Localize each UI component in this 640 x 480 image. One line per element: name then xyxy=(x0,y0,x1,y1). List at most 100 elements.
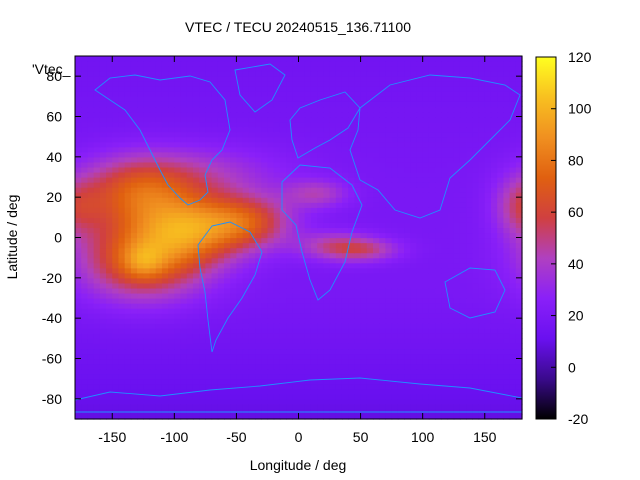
heatmap-cell xyxy=(155,313,163,319)
heatmap-cell xyxy=(192,121,200,128)
heatmap-cell xyxy=(497,323,504,329)
heatmap-cell xyxy=(379,131,387,138)
heatmap-cell xyxy=(497,232,504,239)
heatmap-cell xyxy=(354,287,362,294)
heatmap-cell xyxy=(180,338,188,344)
heatmap-cell xyxy=(379,197,387,203)
heatmap-cell xyxy=(217,171,225,178)
heatmap-cell xyxy=(168,308,175,314)
heatmap-cell xyxy=(515,277,523,284)
heatmap-cell xyxy=(459,141,467,148)
heatmap-cell xyxy=(99,338,107,344)
heatmap-cell xyxy=(168,393,175,400)
heatmap-cell xyxy=(503,207,511,213)
heatmap-cell xyxy=(329,398,337,405)
heatmap-cell xyxy=(106,146,113,153)
heatmap-cell xyxy=(279,207,287,213)
heatmap-cell xyxy=(248,136,256,143)
heatmap-cell xyxy=(373,298,380,304)
heatmap-cell xyxy=(186,413,194,420)
heatmap-cell xyxy=(93,287,101,294)
heatmap-cell xyxy=(466,237,473,244)
heatmap-cell xyxy=(373,126,380,133)
heatmap-cell xyxy=(335,131,343,138)
heatmap-cell xyxy=(112,308,120,314)
heatmap-cell xyxy=(155,247,163,254)
heatmap-cell xyxy=(416,237,424,244)
heatmap-cell xyxy=(224,66,231,72)
heatmap-cell xyxy=(354,262,362,269)
heatmap-cell xyxy=(93,146,101,153)
heatmap-cell xyxy=(472,217,480,223)
heatmap-cell xyxy=(391,252,399,259)
heatmap-cell xyxy=(404,156,411,163)
heatmap-cell xyxy=(118,363,126,370)
heatmap-cell xyxy=(286,187,293,193)
heatmap-cell xyxy=(130,368,138,375)
heatmap-cell xyxy=(310,171,318,178)
heatmap-cell xyxy=(217,343,225,350)
heatmap-cell xyxy=(484,242,492,249)
heatmap-cell xyxy=(379,151,387,158)
heatmap-cell xyxy=(515,303,523,309)
heatmap-cell xyxy=(118,76,126,82)
heatmap-cell xyxy=(472,71,480,77)
heatmap-cell xyxy=(186,242,194,249)
heatmap-cell xyxy=(124,308,132,314)
heatmap-cell xyxy=(410,91,418,97)
heatmap-cell xyxy=(478,262,486,269)
heatmap-cell xyxy=(273,378,281,385)
heatmap-cell xyxy=(453,202,461,208)
heatmap-cell xyxy=(348,91,355,97)
heatmap-cell xyxy=(447,292,455,299)
heatmap-cell xyxy=(428,202,436,208)
heatmap-cell xyxy=(453,252,461,259)
heatmap-cell xyxy=(205,101,213,108)
heatmap-cell xyxy=(180,141,188,148)
heatmap-cell xyxy=(286,393,293,400)
heatmap-cell xyxy=(248,242,256,249)
heatmap-cell xyxy=(484,252,492,259)
heatmap-cell xyxy=(143,106,151,113)
heatmap-cell xyxy=(186,232,194,239)
heatmap-cell xyxy=(192,91,200,97)
heatmap-cell xyxy=(447,378,455,385)
heatmap-cell xyxy=(242,328,250,334)
heatmap-cell xyxy=(466,348,473,355)
heatmap-cell xyxy=(317,121,324,128)
heatmap-cell xyxy=(106,232,113,239)
heatmap-cell xyxy=(149,192,157,198)
heatmap-cell xyxy=(255,222,262,229)
heatmap-cell xyxy=(199,71,206,77)
heatmap-cell xyxy=(329,308,337,314)
heatmap-cell xyxy=(435,166,442,173)
heatmap-cell xyxy=(472,267,480,274)
heatmap-cell xyxy=(186,252,194,259)
heatmap-cell xyxy=(286,121,293,128)
heatmap-cell xyxy=(373,197,380,203)
heatmap-cell xyxy=(354,343,362,350)
heatmap-cell xyxy=(118,106,126,113)
heatmap-cell xyxy=(87,166,95,173)
heatmap-cell xyxy=(267,277,275,284)
heatmap-cell xyxy=(466,207,473,213)
heatmap-cell xyxy=(515,227,523,234)
heatmap-cell xyxy=(168,242,175,249)
heatmap-cell xyxy=(385,333,393,339)
heatmap-cell xyxy=(329,136,337,143)
heatmap-cell xyxy=(385,156,393,163)
heatmap-cell xyxy=(503,222,511,229)
heatmap-cell xyxy=(168,126,175,133)
heatmap-cell xyxy=(224,282,231,289)
heatmap-cell xyxy=(93,373,101,380)
heatmap-cell xyxy=(298,287,306,294)
heatmap-cell xyxy=(248,398,256,405)
heatmap-cell xyxy=(428,227,436,234)
heatmap-cell xyxy=(404,126,411,133)
heatmap-cell xyxy=(373,166,380,173)
heatmap-cell xyxy=(441,151,449,158)
heatmap-cell xyxy=(273,161,281,168)
heatmap-cell xyxy=(211,141,219,148)
heatmap-cell xyxy=(192,318,200,324)
heatmap-cell xyxy=(230,313,238,319)
